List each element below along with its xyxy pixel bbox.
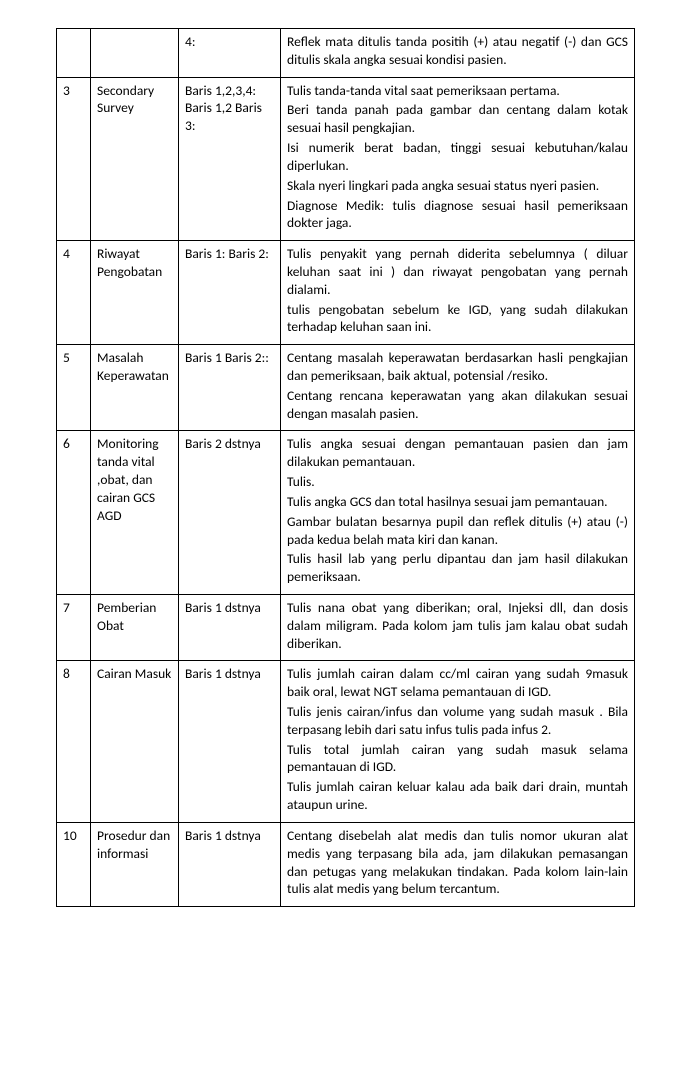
row-desc: Centang disebelah alat medis dan tulis n… (281, 822, 635, 906)
row-number: 7 (57, 594, 91, 660)
row-title: Monitoring tanda vital ,obat, dan cairan… (91, 431, 179, 595)
desc-line: tulis pengobatan sebelum ke IGD, yang su… (287, 301, 628, 337)
row-col3: Baris 1: Baris 2: (179, 241, 281, 345)
row-title: Cairan Masuk (91, 661, 179, 823)
desc-line: Tulis penyakit yang pernah diderita sebe… (287, 245, 628, 298)
desc-line: Gambar bulatan besarnya pupil dan reflek… (287, 513, 628, 549)
row-col3: 4: (179, 29, 281, 78)
desc-line: Tulis total jumlah cairan yang sudah mas… (287, 741, 628, 777)
row-title: Pemberian Obat (91, 594, 179, 660)
table-row: 4 Riwayat Pengobatan Baris 1: Baris 2: T… (57, 241, 635, 345)
row-desc: Tulis nana obat yang diberikan; oral, In… (281, 594, 635, 660)
row-col3: Baris 1 Baris 2:: (179, 345, 281, 431)
row-title: Riwayat Pengobatan (91, 241, 179, 345)
row-number: 8 (57, 661, 91, 823)
table-body: 4: Reflek mata ditulis tanda positih (+)… (57, 29, 635, 907)
row-col3: Baris 2 dstnya (179, 431, 281, 595)
row-col3: Baris 1,2,3,4: Baris 1,2 Baris 3: (179, 77, 281, 241)
desc-line: Isi numerik berat badan, tinggi sesuai k… (287, 139, 628, 175)
table-row: 10 Prosedur dan informasi Baris 1 dstnya… (57, 822, 635, 906)
row-title (91, 29, 179, 78)
desc-line: Diagnose Medik: tulis diagnose sesuai ha… (287, 197, 628, 233)
table-row: 5 Masalah Keperawatan Baris 1 Baris 2:: … (57, 345, 635, 431)
desc-line: Reflek mata ditulis tanda positih (+) at… (287, 33, 628, 69)
instruction-table: 4: Reflek mata ditulis tanda positih (+)… (56, 28, 635, 907)
row-number: 6 (57, 431, 91, 595)
table-row: 7 Pemberian Obat Baris 1 dstnya Tulis na… (57, 594, 635, 660)
row-title: Secondary Survey (91, 77, 179, 241)
desc-line: Tulis tanda-tanda vital saat pemeriksaan… (287, 82, 628, 100)
row-number: 4 (57, 241, 91, 345)
page: 4: Reflek mata ditulis tanda positih (+)… (0, 0, 683, 947)
desc-line: Centang rencana keperawatan yang akan di… (287, 387, 628, 423)
desc-line: Tulis nana obat yang diberikan; oral, In… (287, 599, 628, 652)
row-desc: Tulis penyakit yang pernah diderita sebe… (281, 241, 635, 345)
table-row: 6 Monitoring tanda vital ,obat, dan cair… (57, 431, 635, 595)
table-row: 8 Cairan Masuk Baris 1 dstnya Tulis juml… (57, 661, 635, 823)
desc-line: Tulis hasil lab yang perlu dipantau dan … (287, 550, 628, 586)
row-number: 5 (57, 345, 91, 431)
desc-line: Centang disebelah alat medis dan tulis n… (287, 827, 628, 898)
desc-line: Tulis jumlah cairan dalam cc/ml cairan y… (287, 665, 628, 701)
row-number (57, 29, 91, 78)
table-row: 4: Reflek mata ditulis tanda positih (+)… (57, 29, 635, 78)
row-number: 3 (57, 77, 91, 241)
row-number: 10 (57, 822, 91, 906)
table-row: 3 Secondary Survey Baris 1,2,3,4: Baris … (57, 77, 635, 241)
row-col3: Baris 1 dstnya (179, 594, 281, 660)
row-desc: Reflek mata ditulis tanda positih (+) at… (281, 29, 635, 78)
desc-line: Tulis. (287, 473, 628, 491)
desc-line: Tulis angka GCS dan total hasilnya sesua… (287, 493, 628, 511)
row-desc: Tulis tanda-tanda vital saat pemeriksaan… (281, 77, 635, 241)
row-col3: Baris 1 dstnya (179, 822, 281, 906)
desc-line: Beri tanda panah pada gambar dan centang… (287, 101, 628, 137)
row-desc: Tulis angka sesuai dengan pemantauan pas… (281, 431, 635, 595)
row-title: Prosedur dan informasi (91, 822, 179, 906)
row-title: Masalah Keperawatan (91, 345, 179, 431)
desc-line: Centang masalah keperawatan berdasarkan … (287, 349, 628, 385)
row-desc: Tulis jumlah cairan dalam cc/ml cairan y… (281, 661, 635, 823)
desc-line: Tulis jumlah cairan keluar kalau ada bai… (287, 778, 628, 814)
row-col3: Baris 1 dstnya (179, 661, 281, 823)
desc-line: Skala nyeri lingkari pada angka sesuai s… (287, 177, 628, 195)
desc-line: Tulis angka sesuai dengan pemantauan pas… (287, 435, 628, 471)
row-desc: Centang masalah keperawatan berdasarkan … (281, 345, 635, 431)
desc-line: Tulis jenis cairan/infus dan volume yang… (287, 703, 628, 739)
